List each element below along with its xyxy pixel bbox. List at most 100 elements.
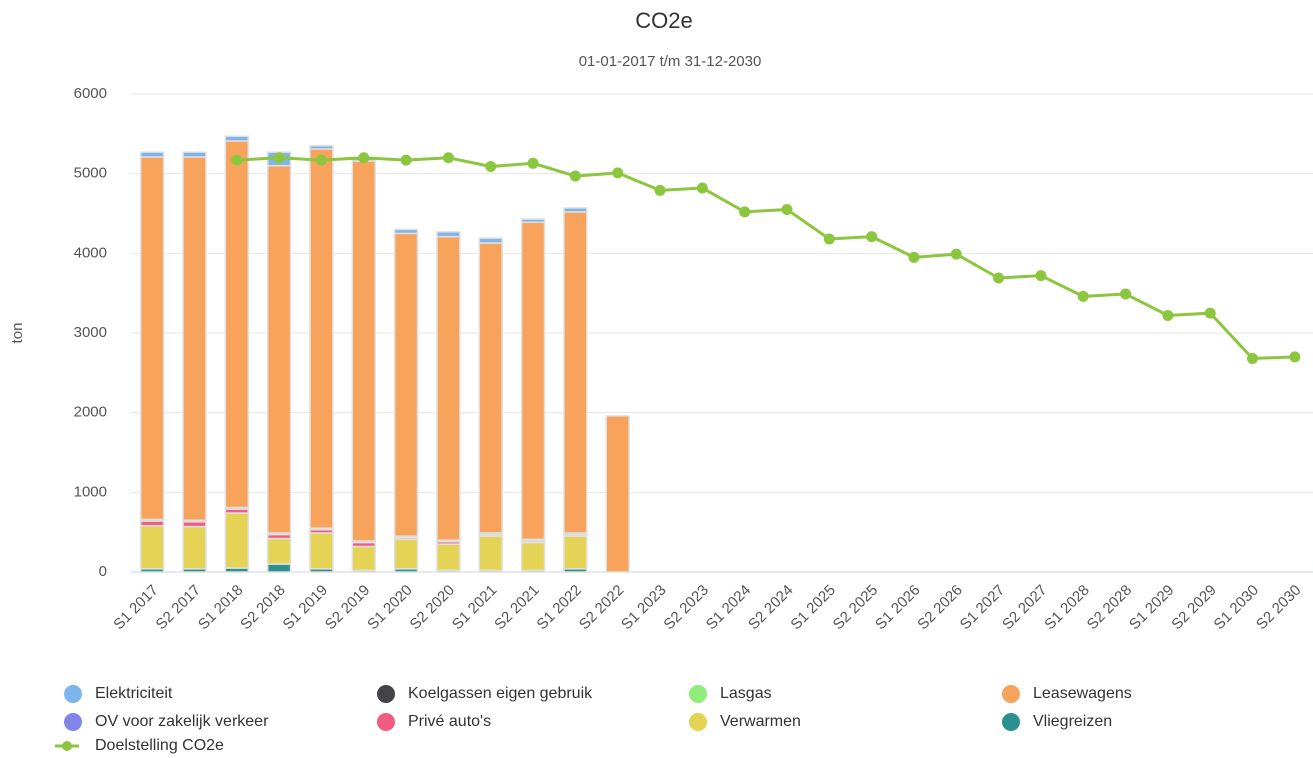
bar-segment xyxy=(393,538,419,570)
bar-segment xyxy=(224,140,249,509)
x-tick-label: S2 2022 xyxy=(576,582,628,634)
target-line xyxy=(236,156,1295,361)
x-tick-label: S2 2019 xyxy=(322,582,374,634)
bar-segment xyxy=(139,151,165,158)
bar-segment xyxy=(351,545,376,572)
x-tick-label: S1 2025 xyxy=(787,582,839,634)
x-tick-label: S1 2026 xyxy=(872,582,924,634)
bar-segment xyxy=(351,160,376,542)
target-point xyxy=(781,204,793,216)
target-point xyxy=(569,170,581,182)
x-tick-label: S2 2030 xyxy=(1253,582,1305,634)
target-point xyxy=(485,160,497,172)
bar-segment xyxy=(478,535,503,572)
legend-marker xyxy=(1002,713,1020,731)
target-point xyxy=(908,251,920,263)
bar-segment xyxy=(309,145,334,150)
target-point xyxy=(823,233,835,245)
x-tick-label: S1 2022 xyxy=(533,582,585,634)
chart-title: CO2e xyxy=(635,8,692,33)
legend-marker xyxy=(689,685,707,703)
bar-segment xyxy=(139,156,165,521)
x-tick-label: S2 2028 xyxy=(1084,582,1136,634)
target-point xyxy=(231,154,243,166)
legend-label: Lasgas xyxy=(720,685,772,702)
legend-marker xyxy=(689,713,707,731)
x-tick-label: S2 2023 xyxy=(660,582,712,634)
legend-marker xyxy=(1002,685,1020,703)
bar-segment xyxy=(224,512,249,569)
bar-segment xyxy=(436,235,461,541)
bar-segment xyxy=(436,543,461,572)
bar-segment xyxy=(309,148,334,529)
bar-segment xyxy=(309,532,334,570)
target-point xyxy=(654,184,666,196)
legend-label: Verwarmen xyxy=(720,713,801,730)
y-tick-label: 1000 xyxy=(74,483,107,500)
bar-segment xyxy=(266,563,292,573)
x-tick-label: S1 2018 xyxy=(195,582,247,634)
bar-segment xyxy=(605,415,630,573)
x-tick-label: S1 2017 xyxy=(110,582,162,634)
legend-label: OV voor zakelijk verkeer xyxy=(95,713,269,730)
legend-label: Elektriciteit xyxy=(95,685,173,702)
x-tick-label: S2 2027 xyxy=(999,582,1051,634)
legend-label: Doelstelling CO2e xyxy=(95,737,224,754)
x-tick-label: S2 2021 xyxy=(491,582,543,634)
legend-marker xyxy=(377,685,395,703)
y-tick-label: 2000 xyxy=(74,404,107,421)
y-tick-label: 3000 xyxy=(74,324,107,341)
y-tick-label: 5000 xyxy=(74,165,107,182)
bar-segment xyxy=(266,537,292,565)
x-tick-label: S2 2026 xyxy=(914,582,966,634)
chart-subtitle: 01-01-2017 t/m 31-12-2030 xyxy=(579,53,762,70)
bar-segment xyxy=(393,228,419,235)
target-point xyxy=(1162,309,1174,321)
bar-segment xyxy=(478,237,503,244)
bar-segment xyxy=(139,525,165,570)
x-tick-label: S1 2019 xyxy=(280,582,332,634)
bar-segment xyxy=(182,156,207,521)
legend-label: Vliegreizen xyxy=(1033,713,1112,730)
target-point xyxy=(1289,351,1301,363)
bar-segment xyxy=(520,541,546,572)
bar-segment xyxy=(266,164,292,534)
target-point xyxy=(1035,270,1047,282)
target-point xyxy=(950,248,962,260)
bar-segment xyxy=(478,242,503,534)
target-point xyxy=(612,167,624,179)
x-tick-label: S1 2029 xyxy=(1126,582,1178,634)
bar-segment xyxy=(393,232,419,537)
x-tick-label: S1 2020 xyxy=(364,582,416,634)
target-point xyxy=(1204,307,1216,319)
x-tick-label: S2 2018 xyxy=(237,582,289,634)
bar-segment xyxy=(563,211,588,534)
target-point xyxy=(739,206,751,218)
bar-segment xyxy=(520,221,546,541)
legend-marker xyxy=(64,685,82,703)
bar-segment xyxy=(563,207,588,213)
target-point xyxy=(358,152,370,164)
target-point xyxy=(315,154,327,166)
bar-segment xyxy=(520,218,546,224)
bar-segment xyxy=(182,525,207,570)
x-tick-label: S1 2024 xyxy=(703,582,755,634)
bar-segment xyxy=(224,135,249,142)
y-axis-label: ton xyxy=(9,323,26,344)
bar-segment xyxy=(436,231,461,238)
x-tick-label: S1 2023 xyxy=(618,582,670,634)
x-tick-label: S1 2028 xyxy=(1041,582,1093,634)
target-point xyxy=(1077,290,1089,302)
legend-label: Privé auto's xyxy=(408,713,491,730)
legend-marker xyxy=(64,713,82,731)
x-tick-label: S2 2020 xyxy=(407,582,459,634)
bar-segment xyxy=(182,151,207,158)
target-point xyxy=(993,272,1005,284)
target-point xyxy=(1247,352,1259,364)
legend-marker xyxy=(62,741,72,751)
legend-marker xyxy=(377,713,395,731)
target-point xyxy=(696,182,708,194)
x-tick-label: S1 2030 xyxy=(1211,582,1263,634)
target-point xyxy=(866,231,878,243)
legend-label: Leasewagens xyxy=(1033,685,1132,702)
